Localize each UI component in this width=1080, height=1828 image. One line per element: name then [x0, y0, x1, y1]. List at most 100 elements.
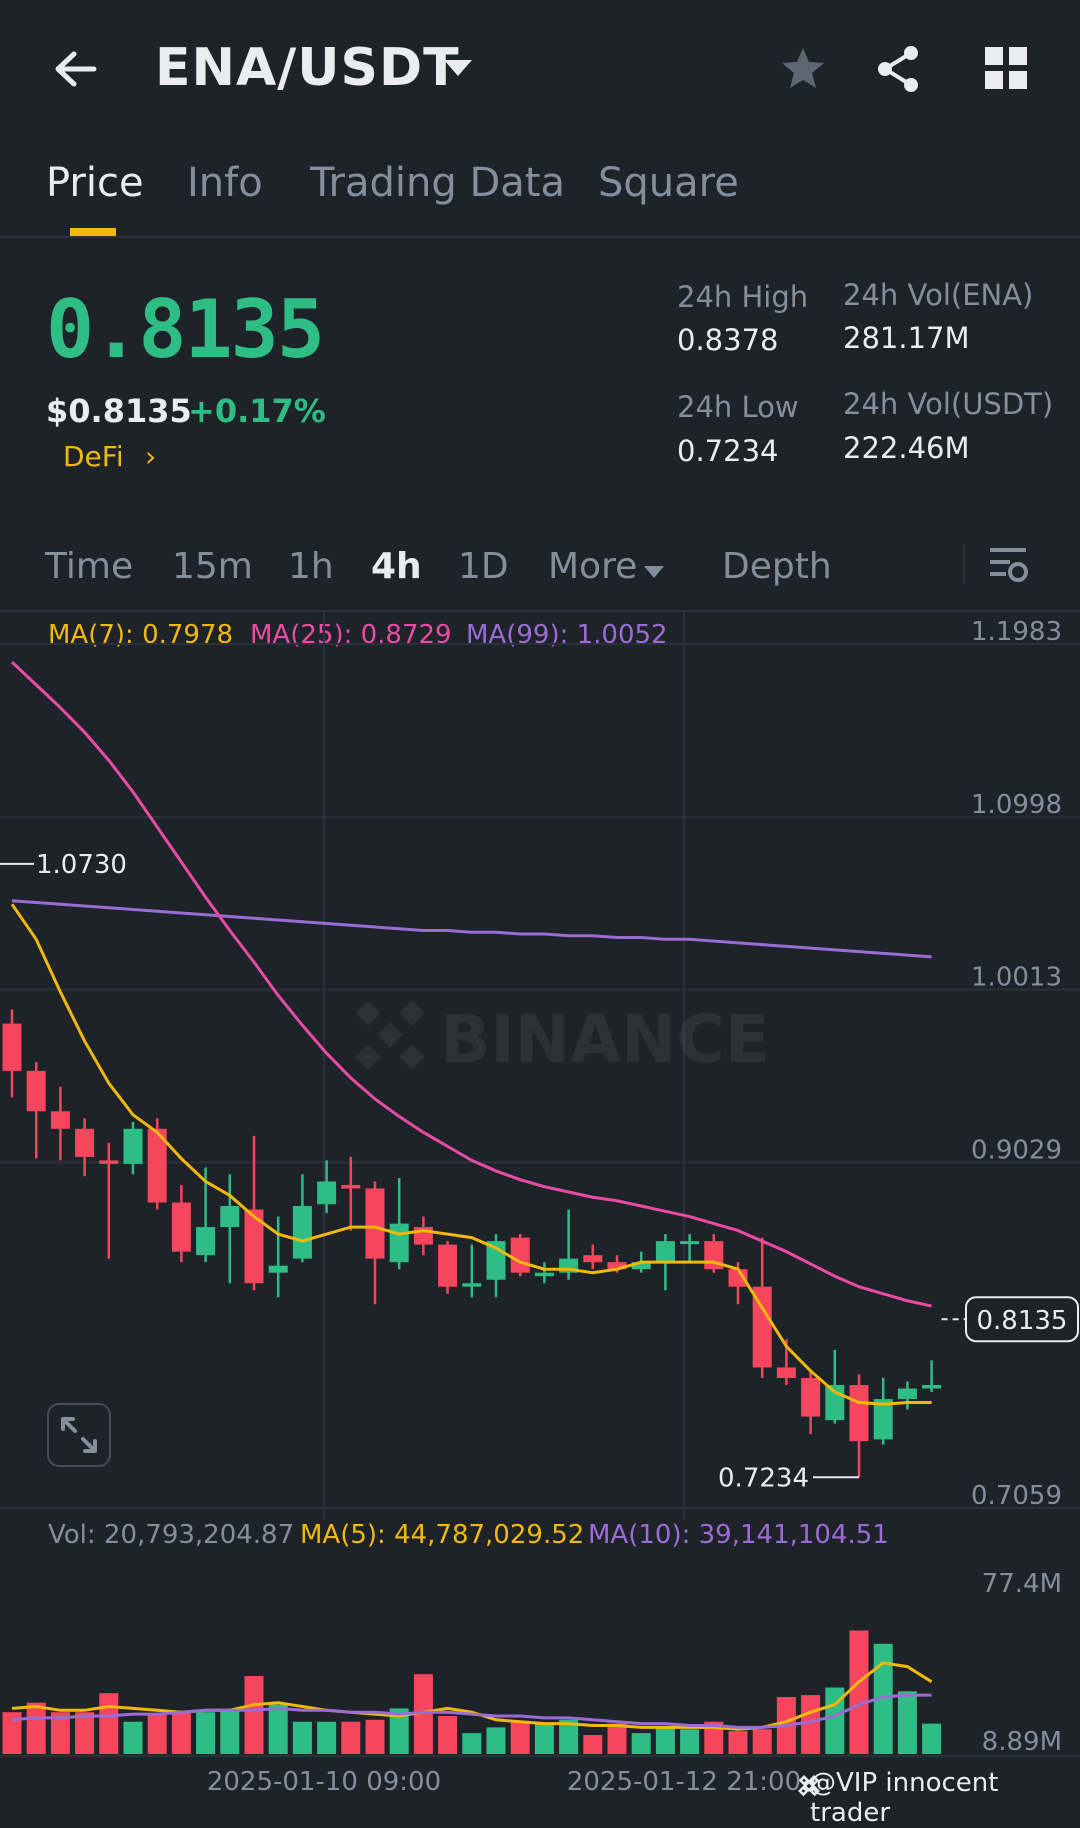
- current-price-label: 0.8135: [977, 1306, 1068, 1336]
- candle: [680, 1234, 700, 1263]
- low-marker-label: 0.7234: [718, 1463, 809, 1493]
- vol-ena-label: 24h Vol(ENA): [843, 278, 1034, 312]
- vol-ma10-line: [11, 1693, 932, 1729]
- last-price: 0.8135: [46, 283, 325, 376]
- vol-ma5-legend: MA(5): 44,787,029.52: [300, 1520, 585, 1550]
- vol-ma10-legend: MA(10): 39,141,104.51: [588, 1520, 889, 1550]
- candle: [922, 1360, 942, 1393]
- candle: [123, 1121, 143, 1175]
- page-tabs: Price Info Trading Data Square: [0, 150, 1080, 238]
- candle: [50, 1086, 70, 1161]
- tf-1h[interactable]: 1h: [288, 546, 334, 587]
- tab-square[interactable]: Square: [598, 160, 739, 206]
- volume-bar: [680, 1729, 700, 1754]
- volume-bar: [147, 1714, 167, 1754]
- time-axis-label: 2025-01-10 09:00: [207, 1767, 441, 1797]
- volume-bar: [607, 1723, 627, 1754]
- candle: [244, 1135, 264, 1291]
- price-axis-label: 0.7059: [971, 1481, 1062, 1511]
- share-icon[interactable]: [874, 44, 924, 94]
- ma99-line: [11, 899, 932, 959]
- volume-bar: [728, 1731, 748, 1754]
- current-price-box[interactable]: [965, 1296, 1079, 1343]
- volume-bar: [583, 1735, 603, 1754]
- vol-legend: Vol: 20,793,204.87: [48, 1520, 295, 1550]
- volume-bar: [365, 1719, 385, 1754]
- timeframe-bar: Time 15m 1h 4h 1D More Depth: [0, 530, 1080, 612]
- ma25-line: [10, 660, 932, 1308]
- volume-bar: [220, 1710, 240, 1754]
- tf-15m[interactable]: 15m: [172, 546, 253, 587]
- price-axis-label: 1.0998: [971, 790, 1062, 820]
- candle: [75, 1118, 95, 1177]
- back-arrow-icon[interactable]: [50, 44, 100, 94]
- candle: [849, 1374, 869, 1478]
- tab-price[interactable]: Price: [46, 160, 144, 206]
- candle: [26, 1062, 46, 1159]
- active-tab-indicator: [70, 228, 116, 236]
- price-axis-label: 1.0013: [971, 963, 1062, 993]
- candle: [873, 1377, 893, 1445]
- expand-chart-button[interactable]: [47, 1403, 111, 1467]
- tf-time[interactable]: Time: [45, 546, 134, 587]
- candle: [220, 1174, 240, 1284]
- volume-bar: [534, 1723, 554, 1754]
- volume-bar: [462, 1733, 482, 1754]
- chevron-right-icon[interactable]: ›: [145, 440, 157, 473]
- volume-bar: [413, 1674, 433, 1754]
- volume-bar: [123, 1721, 143, 1754]
- chart-settings-icon[interactable]: [988, 542, 1028, 586]
- tf-1d[interactable]: 1D: [458, 546, 509, 587]
- star-icon[interactable]: [778, 44, 828, 94]
- volume-bar: [655, 1727, 675, 1754]
- divider: [963, 544, 965, 584]
- svg-text:BINANCE: BINANCE: [440, 1001, 770, 1078]
- candle: [268, 1216, 288, 1298]
- volume-bar: [292, 1721, 312, 1754]
- candle: [389, 1177, 409, 1270]
- candle: [196, 1167, 216, 1263]
- volume-bar: [99, 1693, 119, 1754]
- high-label: 24h High: [677, 280, 809, 314]
- low-label: 24h Low: [677, 390, 799, 424]
- volume-bar: [631, 1733, 651, 1754]
- volume-bar: [389, 1708, 409, 1754]
- candle: [341, 1156, 361, 1231]
- volume-bar: [244, 1676, 264, 1754]
- volume-bar: [752, 1729, 772, 1754]
- expand-icon: [61, 1417, 97, 1453]
- candle: [704, 1234, 724, 1273]
- volume-bar: [196, 1712, 216, 1754]
- volume-bar: [825, 1687, 845, 1754]
- pair-title[interactable]: ENA/USDT: [155, 38, 460, 98]
- candle: [583, 1244, 603, 1270]
- low-value: 0.7234: [677, 434, 779, 468]
- category-tag[interactable]: DeFi: [63, 440, 124, 473]
- usd-price: $0.8135: [46, 392, 192, 430]
- binance-diamond-icon: [798, 1775, 820, 1797]
- tab-info[interactable]: Info: [187, 160, 263, 206]
- author-watermark: @VIP innocent trader: [810, 1768, 999, 1828]
- chevron-down-icon[interactable]: [444, 60, 472, 76]
- binance-watermark-logo: BINANCE: [355, 1000, 770, 1078]
- volume-bar: [50, 1712, 70, 1754]
- price-chart[interactable]: BINANCE 1.1983 1.0998 1.0013 0.9029 0.7059 0…: [0, 610, 1080, 1520]
- volume-bar: [801, 1695, 821, 1754]
- vol-usdt-label: 24h Vol(USDT): [843, 387, 1054, 421]
- vol-ena-value: 281.17M: [843, 321, 970, 355]
- tab-trading-data[interactable]: Trading Data: [310, 160, 565, 206]
- volume-bar: [704, 1721, 724, 1754]
- volume-chart[interactable]: 77.4M 8.89M 2025-01-10 09:00 2025-01-12 21…: [0, 1560, 1080, 1812]
- grid-icon[interactable]: [982, 44, 1032, 94]
- candle: [897, 1381, 917, 1410]
- volume-axis-label: 77.4M: [982, 1569, 1062, 1599]
- tf-more[interactable]: More: [548, 546, 638, 587]
- candle: [510, 1234, 530, 1277]
- tf-depth[interactable]: Depth: [722, 546, 832, 587]
- tf-4h[interactable]: 4h: [371, 546, 422, 587]
- chevron-down-icon[interactable]: [644, 566, 664, 578]
- volume-axis-label: 8.89M: [982, 1727, 1062, 1757]
- candle: [292, 1174, 312, 1263]
- volume-bar: [317, 1721, 337, 1754]
- candle: [171, 1184, 191, 1263]
